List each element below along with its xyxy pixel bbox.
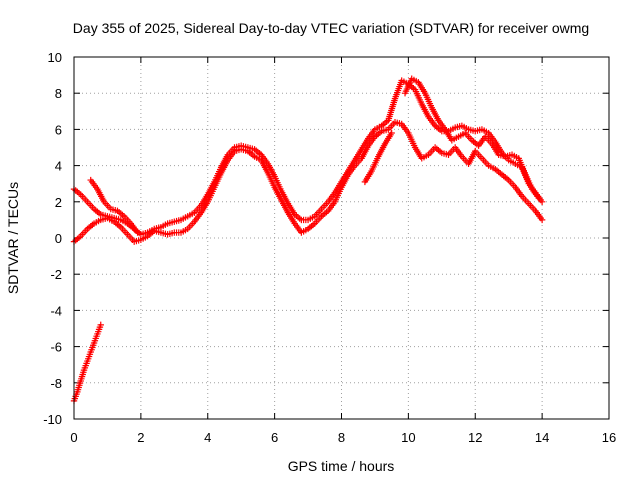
x-tick-label: 2 [137, 430, 144, 445]
y-tick-label: -2 [50, 267, 62, 282]
x-tick-label: 16 [602, 430, 616, 445]
y-tick-label: 0 [55, 231, 62, 246]
x-tick-label: 8 [338, 430, 345, 445]
series-track-main-lower [70, 118, 546, 245]
y-tick-label: 8 [55, 86, 62, 101]
y-tick-label: 2 [55, 195, 62, 210]
series-track-side-arcs [87, 75, 542, 236]
plot-frame [73, 56, 610, 420]
chart-title: Day 355 of 2025, Sidereal Day-to-day VTE… [73, 20, 589, 36]
y-tick-label: 6 [55, 122, 62, 137]
y-axis-label: SDTVAR / TECUs [5, 182, 21, 294]
y-tick-label: 4 [55, 159, 62, 174]
series-track-main-upper [70, 77, 546, 238]
data-point-marker [535, 194, 542, 202]
x-tick-label: 0 [70, 430, 77, 445]
grid [74, 57, 609, 419]
x-tick-label: 10 [401, 430, 415, 445]
y-tick-label: -10 [43, 412, 62, 427]
x-tick-label: 4 [204, 430, 211, 445]
data-point-marker [134, 229, 141, 236]
y-tick-label: -6 [50, 340, 62, 355]
y-tick-label: -8 [50, 376, 62, 391]
data-point-marker [97, 321, 104, 329]
data-point-marker [388, 129, 395, 137]
y-tick-label: 10 [48, 50, 62, 65]
x-tick-label: 6 [271, 430, 278, 445]
x-tick-label: 12 [468, 430, 482, 445]
series-track-negative [70, 321, 104, 405]
data-point-marker [538, 198, 546, 205]
data-marks [70, 75, 546, 405]
x-tick-labels: 0 2 4 6 8 10 12 14 16 [70, 430, 616, 445]
x-axis-label: GPS time / hours [288, 458, 395, 474]
x-tick-label: 14 [535, 430, 549, 445]
y-tick-labels: -10 -8 -6 -4 -2 0 2 4 6 8 10 [43, 50, 62, 427]
data-point-marker [538, 216, 546, 224]
y-tick-label: -4 [50, 303, 62, 318]
